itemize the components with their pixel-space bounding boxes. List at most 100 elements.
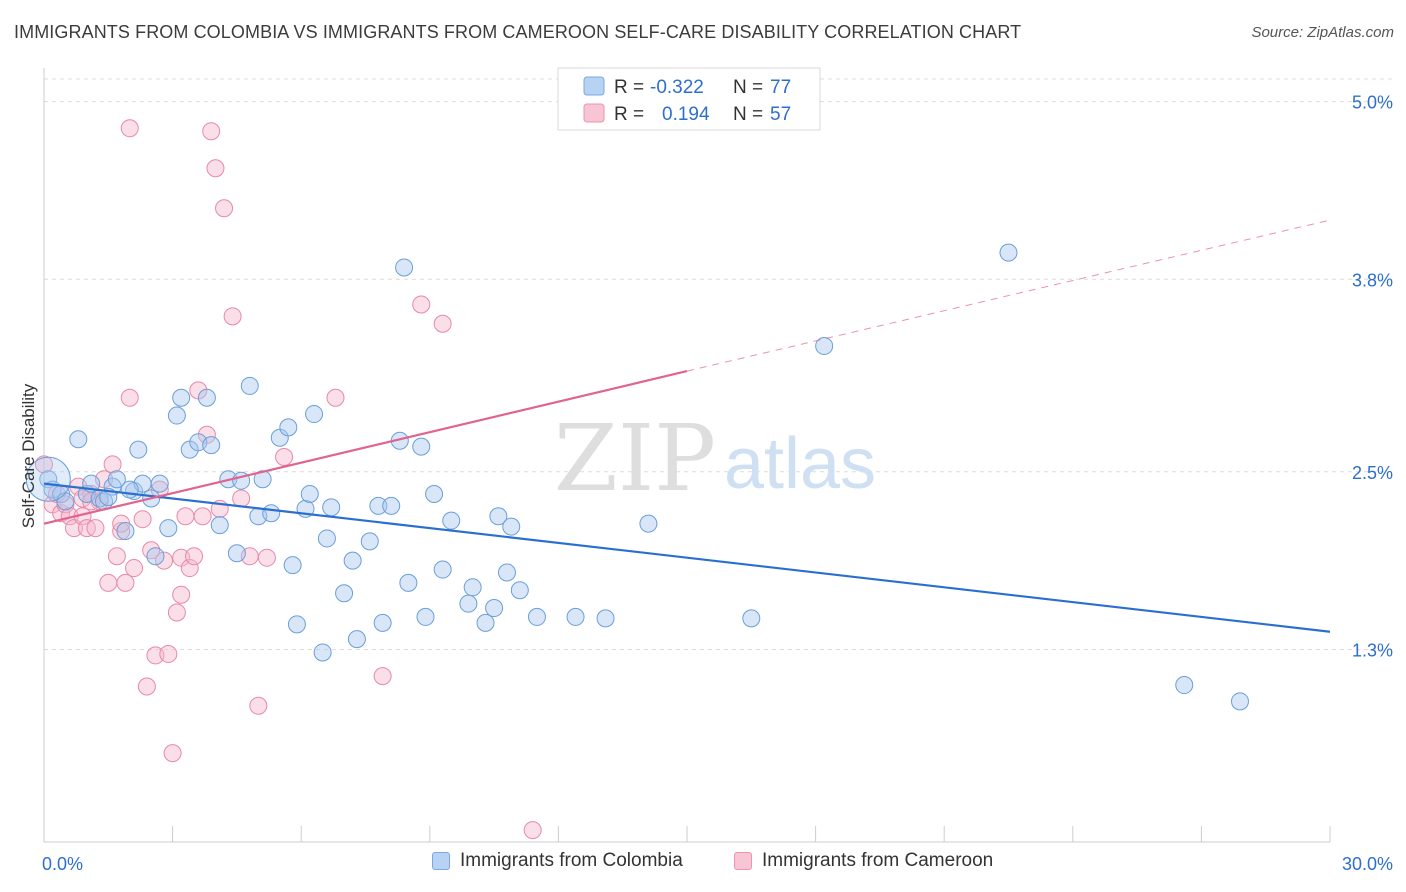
cameroon-point: [120, 119, 139, 138]
colombia-point: [425, 485, 444, 504]
cameroon-point: [120, 388, 139, 407]
cameroon-trendline-extension: [686, 219, 1331, 372]
bottom-legend-colombia: Immigrants from Colombia: [432, 850, 683, 872]
legend-r-value-cameroon: 0.194: [662, 104, 710, 125]
cameroon-point: [125, 559, 144, 578]
cameroon-point: [35, 455, 53, 474]
colombia-point: [360, 532, 379, 551]
cameroon-point: [257, 548, 276, 567]
colombia-point: [596, 609, 615, 628]
colombia-point: [210, 516, 229, 535]
cameroon-point: [159, 644, 178, 663]
y-tick-label: 2.5%: [1352, 463, 1393, 483]
cameroon-point: [99, 573, 118, 592]
colombia-point: [459, 594, 478, 613]
cameroon-point: [193, 507, 212, 526]
colombia-point: [279, 418, 298, 437]
colombia-point: [815, 336, 834, 355]
cameroon-point: [275, 448, 294, 466]
watermark-atlas: atlas: [724, 424, 876, 504]
colombia-point: [227, 544, 246, 563]
cameroon-point: [103, 455, 122, 474]
colombia-point: [999, 243, 1018, 262]
series-cameroon-points: [35, 119, 542, 840]
legend-r-label-cameroon: R =: [614, 104, 644, 125]
legend-n-label-colombia: N =: [733, 77, 763, 98]
colombia-point: [116, 522, 135, 541]
colombia-point: [373, 613, 392, 632]
colombia-point: [120, 480, 139, 499]
colombia-point: [433, 560, 452, 579]
colombia-point: [335, 584, 354, 603]
colombia-point: [742, 609, 761, 628]
trendlines: [43, 219, 1331, 633]
chart-title: IMMIGRANTS FROM COLOMBIA VS IMMIGRANTS F…: [14, 22, 1022, 42]
cameroon-trendline: [43, 370, 688, 525]
cameroon-point: [86, 519, 105, 538]
colombia-point: [463, 578, 482, 597]
colombia-point: [639, 514, 658, 533]
cameroon-point: [326, 388, 345, 407]
colombia-point: [300, 485, 319, 504]
colombia-point: [202, 436, 221, 455]
cameroon-point: [137, 677, 156, 696]
colombia-point: [369, 496, 388, 515]
x-tick-label: 0.0%: [42, 854, 83, 874]
colombia-point: [442, 511, 461, 530]
cameroon-point: [202, 122, 221, 141]
colombia-point: [1175, 676, 1194, 695]
y-tick-label: 1.3%: [1352, 641, 1393, 661]
colombia-point: [99, 487, 118, 506]
cameroon-point: [223, 307, 242, 326]
colombia-point: [159, 519, 178, 538]
legend-r-label-colombia: R =: [614, 77, 644, 98]
colombia-point-large: [25, 456, 71, 502]
colombia-point: [347, 630, 366, 649]
colombia-point: [313, 643, 332, 662]
cameroon-point: [112, 522, 131, 541]
colombia-point: [172, 388, 191, 407]
colombia-point: [305, 405, 324, 424]
y-tick-label: 5.0%: [1352, 93, 1393, 113]
colombia-point: [1230, 692, 1249, 711]
bottom-legend-label-cameroon: Immigrants from Cameroon: [762, 850, 994, 871]
bottom-legend-swatch-colombia: [432, 852, 450, 870]
colombia-point: [69, 430, 88, 449]
bottom-legend: Immigrants from Colombia Immigrants from…: [0, 850, 1406, 880]
cameroon-point: [373, 667, 392, 686]
bottom-legend-cameroon: Immigrants from Cameroon: [734, 850, 993, 872]
colombia-point: [240, 376, 259, 395]
x-tick-label: 30.0%: [1342, 854, 1393, 874]
cameroon-point: [206, 159, 225, 178]
legend-r-value-colombia: -0.322: [650, 77, 704, 98]
cameroon-point: [146, 646, 165, 665]
bottom-legend-swatch-cameroon: [734, 852, 752, 870]
colombia-trendline: [43, 482, 1331, 633]
legend-swatch-colombia: [583, 76, 605, 96]
cameroon-point: [215, 199, 234, 218]
y-axis-label: Self-Care Disability: [19, 383, 38, 528]
bottom-legend-label-colombia: Immigrants from Colombia: [460, 850, 683, 871]
colombia-point: [502, 517, 521, 536]
legend-n-value-cameroon: 57: [770, 104, 791, 125]
colombia-point: [343, 551, 362, 570]
source-label: Source: ZipAtlas.com: [1251, 24, 1394, 41]
watermark: ZIP atlas: [554, 405, 876, 512]
legend-box: R = -0.322 N = 77 R = 0.194 N = 57: [557, 67, 821, 131]
colombia-point: [287, 615, 306, 634]
watermark-zip: ZIP: [554, 405, 716, 512]
colombia-point: [476, 613, 495, 632]
colombia-point: [527, 607, 546, 626]
legend-n-value-colombia: 77: [770, 77, 791, 98]
colombia-point: [146, 547, 165, 566]
colombia-point: [283, 556, 302, 575]
colombia-point: [317, 529, 336, 548]
cameroon-point: [133, 510, 152, 529]
cameroon-point: [107, 547, 126, 566]
colombia-point: [489, 507, 508, 526]
colombia-point: [566, 607, 585, 626]
colombia-point: [322, 498, 341, 517]
colombia-point: [497, 563, 516, 582]
cameroon-point: [176, 507, 195, 526]
